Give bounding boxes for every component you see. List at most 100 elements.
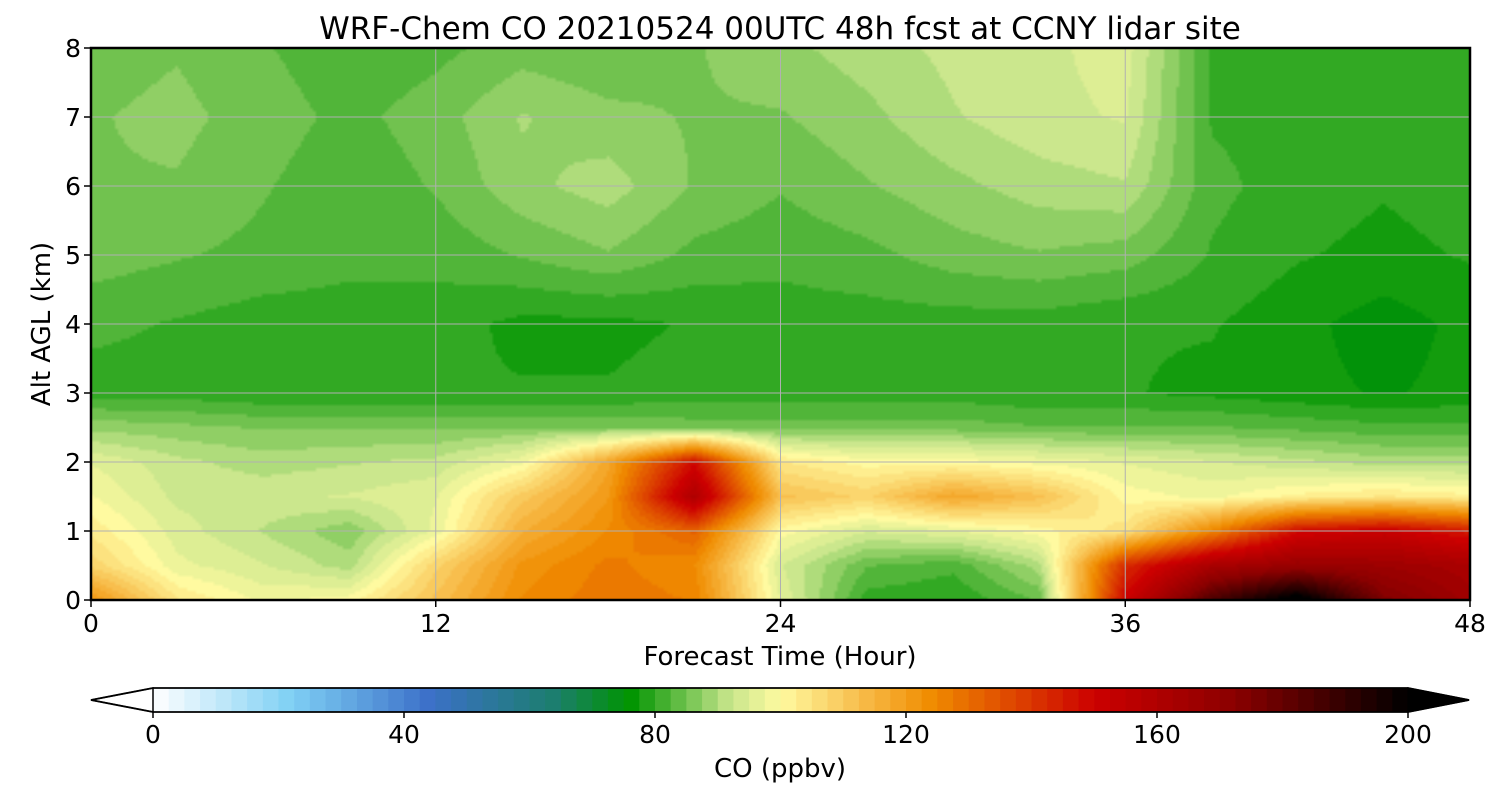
colorbar-swatch bbox=[1282, 688, 1299, 712]
y-tick-label: 4 bbox=[65, 310, 81, 339]
chart-title: WRF-Chem CO 20210524 00UTC 48h fcst at C… bbox=[319, 11, 1241, 47]
colorbar-swatch bbox=[341, 688, 358, 712]
colorbar-swatch bbox=[1125, 688, 1142, 712]
colorbar: 0 40 80 120 160 200 bbox=[90, 687, 1470, 749]
colorbar-tick-label: 160 bbox=[1133, 720, 1181, 749]
colorbar-swatch bbox=[1141, 688, 1158, 712]
colorbar-swatch bbox=[702, 688, 719, 712]
colorbar-swatch bbox=[1360, 688, 1378, 712]
colorbar-swatch bbox=[451, 688, 468, 712]
y-tick-label: 5 bbox=[65, 241, 81, 270]
colorbar-swatch bbox=[1298, 688, 1315, 712]
colorbar-swatch bbox=[592, 688, 609, 712]
x-tick-label: 36 bbox=[1109, 609, 1141, 638]
colorbar-tick-label: 120 bbox=[882, 720, 930, 749]
colorbar-tick-label: 200 bbox=[1384, 720, 1432, 749]
colorbar-swatch bbox=[890, 688, 907, 712]
colorbar-swatch bbox=[811, 688, 829, 712]
colorbar-swatch bbox=[1000, 688, 1017, 712]
colorbar-swatch bbox=[1062, 688, 1080, 712]
colorbar-swatch bbox=[435, 688, 452, 712]
colorbar-under-triangle bbox=[90, 687, 154, 713]
colorbar-swatch bbox=[372, 688, 389, 712]
colorbar-tick-label: 40 bbox=[388, 720, 420, 749]
colorbar-swatch bbox=[1235, 688, 1252, 712]
colorbar-swatch bbox=[309, 688, 327, 712]
colorbar-swatch bbox=[247, 688, 264, 712]
y-tick-label: 3 bbox=[65, 379, 81, 408]
colorbar-swatch bbox=[419, 688, 436, 712]
colorbar-swatch bbox=[953, 688, 970, 712]
colorbar-swatch bbox=[670, 688, 687, 712]
colorbar-swatch bbox=[215, 688, 233, 712]
colorbar-swatch bbox=[184, 688, 201, 712]
colorbar-swatch bbox=[404, 688, 421, 712]
x-tick-label: 48 bbox=[1454, 609, 1486, 638]
colorbar-swatch bbox=[294, 688, 311, 712]
colorbar-swatch bbox=[655, 688, 672, 712]
colorbar-swatch bbox=[498, 688, 515, 712]
colorbar-swatch bbox=[278, 688, 295, 712]
plot-area bbox=[89, 46, 1472, 602]
colorbar-swatch bbox=[1313, 688, 1331, 712]
colorbar-swatch bbox=[168, 688, 185, 712]
colorbar-swatch bbox=[1031, 688, 1048, 712]
colorbar-swatch bbox=[921, 688, 938, 712]
colorbar-swatch bbox=[153, 688, 170, 712]
colorbar-swatch bbox=[717, 688, 735, 712]
y-tick-label: 1 bbox=[65, 517, 81, 546]
colorbar-swatch bbox=[529, 688, 546, 712]
colorbar-swatch bbox=[639, 688, 656, 712]
colorbar-swatch bbox=[1376, 688, 1393, 712]
colorbar-swatch bbox=[827, 688, 844, 712]
y-tick-label: 6 bbox=[65, 172, 81, 201]
colorbar-swatch bbox=[968, 688, 986, 712]
colorbar-swatch bbox=[733, 688, 750, 712]
y-axis-label: Alt AGL (km) bbox=[27, 242, 57, 406]
colorbar-swatch bbox=[623, 688, 640, 712]
colorbar-swatch bbox=[356, 688, 374, 712]
colorbar-swatch bbox=[200, 688, 217, 712]
colorbar-over-triangle bbox=[1407, 687, 1470, 713]
y-tick-label: 7 bbox=[65, 103, 81, 132]
colorbar-swatch bbox=[937, 688, 954, 712]
colorbar-swatch bbox=[686, 688, 703, 712]
y-tick-label: 8 bbox=[65, 34, 81, 63]
colorbar-swatch bbox=[1188, 688, 1205, 712]
colorbar-label: CO (ppbv) bbox=[714, 754, 846, 784]
colorbar-swatch bbox=[1157, 688, 1174, 712]
colorbar-swatch bbox=[1094, 688, 1111, 712]
x-axis-label: Forecast Time (Hour) bbox=[643, 642, 916, 672]
colorbar-swatch bbox=[1078, 688, 1095, 712]
colorbar-swatch bbox=[607, 688, 625, 712]
colorbar-swatch bbox=[796, 688, 813, 712]
colorbar-swatch bbox=[545, 688, 562, 712]
colorbar-swatch bbox=[749, 688, 766, 712]
colorbar-swatch bbox=[325, 688, 342, 712]
colorbar-swatch bbox=[780, 688, 797, 712]
y-axis: 0 1 2 3 4 5 6 7 8 bbox=[65, 34, 91, 615]
colorbar-swatch bbox=[388, 688, 405, 712]
colorbar-swatch bbox=[1266, 688, 1284, 712]
colorbar-swatch bbox=[1345, 688, 1362, 712]
y-tick-label: 2 bbox=[65, 448, 81, 477]
colorbar-swatch bbox=[984, 688, 1001, 712]
colorbar-swatch bbox=[874, 688, 891, 712]
colorbar-swatch bbox=[764, 688, 782, 712]
x-tick-label: 0 bbox=[83, 609, 99, 638]
colorbar-tick-label: 0 bbox=[145, 720, 161, 749]
colorbar-swatch bbox=[513, 688, 531, 712]
colorbar-swatch bbox=[576, 688, 593, 712]
colorbar-swatch bbox=[1204, 688, 1221, 712]
colorbar-swatch bbox=[466, 688, 484, 712]
x-axis: 0 12 24 36 48 bbox=[83, 600, 1486, 638]
colorbar-swatch bbox=[560, 688, 578, 712]
colorbar-swatch bbox=[1251, 688, 1268, 712]
colorbar-swatch bbox=[262, 688, 280, 712]
y-tick-label: 0 bbox=[65, 586, 81, 615]
colorbar-swatch bbox=[1109, 688, 1127, 712]
colorbar-swatch bbox=[482, 688, 499, 712]
colorbar-swatch bbox=[858, 688, 876, 712]
colorbar-swatch bbox=[1219, 688, 1237, 712]
